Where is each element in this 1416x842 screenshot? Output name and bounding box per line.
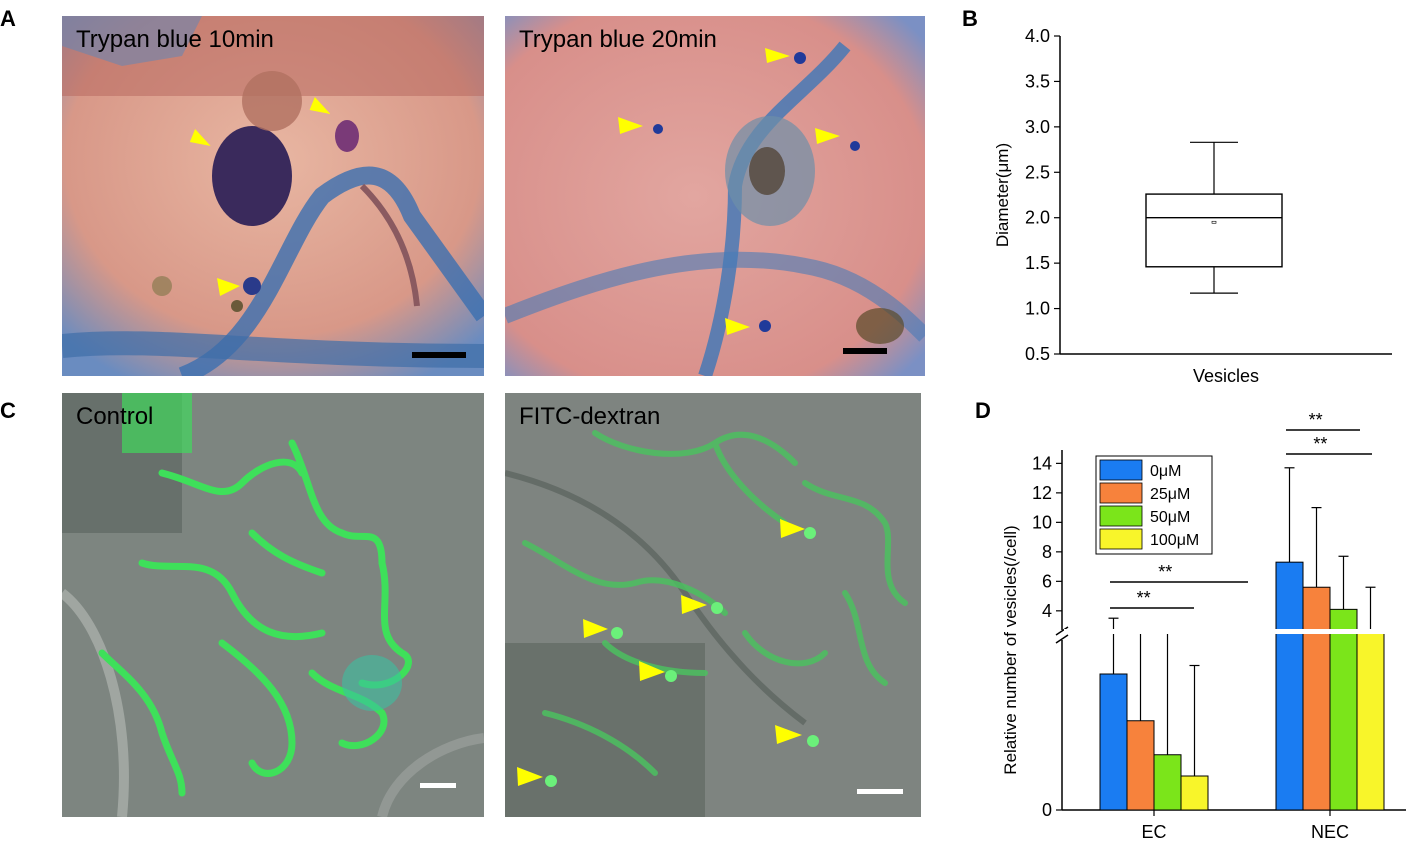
y-tick-label: 8 xyxy=(1042,542,1052,562)
vesicle-dot xyxy=(711,602,723,614)
y-tick-label: 10 xyxy=(1032,512,1052,532)
y-tick-label: 3.0 xyxy=(1025,117,1050,137)
scale-bar xyxy=(843,348,887,354)
bar xyxy=(1126,720,1155,811)
arrowhead-icon xyxy=(765,48,790,63)
scale-bar xyxy=(857,789,903,794)
caption-control: Control xyxy=(76,403,154,430)
vesicle-dot xyxy=(611,627,623,639)
box xyxy=(1145,193,1283,268)
legend-swatch xyxy=(1099,482,1143,504)
legend-label: 50μM xyxy=(1150,509,1190,526)
arrowhead-icon xyxy=(517,767,543,786)
x-tick-label: NEC xyxy=(1311,822,1349,842)
significance-label: ** xyxy=(1137,588,1151,608)
micrograph-image xyxy=(62,16,484,376)
panel-label-c: C xyxy=(0,398,16,423)
arrow-icon xyxy=(189,128,211,146)
axis-break-band xyxy=(1064,629,1408,634)
arrowhead-icon xyxy=(618,117,643,134)
micrograph-trypan-20min: Trypan blue 20min xyxy=(505,16,925,376)
caption-fitc-dextran: FITC-dextran xyxy=(519,403,661,430)
legend-swatch xyxy=(1099,528,1143,550)
legend-label: 100μM xyxy=(1150,532,1199,549)
y-tick-label: 4 xyxy=(1042,601,1052,621)
vesicle-dot xyxy=(545,775,557,787)
y-axis-label: Diameter(μm) xyxy=(993,143,1012,247)
arrowhead-icon xyxy=(775,725,802,744)
x-tick-label: EC xyxy=(1141,822,1166,842)
micrograph-image xyxy=(62,393,484,817)
arrow-icon xyxy=(309,96,331,114)
micrograph-control: Control xyxy=(62,393,484,817)
legend-label: 0μM xyxy=(1150,463,1181,480)
arrowhead-icon xyxy=(780,519,805,538)
y-tick-label: 1.5 xyxy=(1025,253,1050,273)
y-tick-label: 2.5 xyxy=(1025,162,1050,182)
caption-trypan-20min: Trypan blue 20min xyxy=(519,26,717,53)
vesicle-dot xyxy=(807,735,819,747)
axis-break-mark xyxy=(1055,626,1069,636)
significance-label: ** xyxy=(1309,410,1323,430)
bar xyxy=(1275,561,1304,811)
vesicle-dot xyxy=(804,527,816,539)
bar xyxy=(1099,673,1128,811)
bar xyxy=(1329,608,1358,811)
legend-swatch xyxy=(1099,505,1143,527)
bar xyxy=(1153,754,1182,811)
arrowhead-icon xyxy=(217,278,240,296)
bar xyxy=(1356,629,1385,811)
y-tick-label: 4.0 xyxy=(1025,26,1050,46)
arrowhead-icon xyxy=(583,619,608,638)
y-tick-label: 2.0 xyxy=(1025,208,1050,228)
mean-marker xyxy=(1211,220,1217,224)
scale-bar xyxy=(420,783,456,788)
legend-label: 25μM xyxy=(1150,486,1190,503)
y-tick-label: 3.5 xyxy=(1025,71,1050,91)
y-tick-label: 0.5 xyxy=(1025,344,1050,364)
axis-break-mark xyxy=(1055,634,1069,644)
micrograph-image xyxy=(505,16,925,376)
y-tick-label: 1.0 xyxy=(1025,299,1050,319)
micrograph-trypan-10min: Trypan blue 10min xyxy=(62,16,484,376)
y-tick-label: 14 xyxy=(1032,453,1052,473)
y-tick-label: 12 xyxy=(1032,483,1052,503)
arrowhead-icon xyxy=(681,595,707,614)
vesicle-dot xyxy=(665,670,677,682)
y-axis-label: Relative number of vesicles(/cell) xyxy=(1001,525,1020,774)
significance-label: ** xyxy=(1313,434,1327,454)
panel-label-b: B xyxy=(962,6,978,31)
x-tick-label: Vesicles xyxy=(1193,366,1259,386)
panel-label-d: D xyxy=(975,398,991,423)
arrowhead-icon xyxy=(815,128,840,144)
scale-bar xyxy=(412,352,466,358)
panel-label-a: A xyxy=(0,6,16,31)
box-plot-chart: 0.5 1.0 1.5 2.0 2.5 3.0 3.5 4.0 Diameter(μm) Vesi… xyxy=(993,26,1392,386)
bar-chart: 0 4 6 8 10 12 14 Relative number of vesicles(/c… xyxy=(1001,410,1408,842)
caption-trypan-10min: Trypan blue 10min xyxy=(76,26,274,53)
significance-label: ** xyxy=(1158,562,1172,582)
y-tick-label: 0 xyxy=(1042,800,1052,820)
arrowhead-icon xyxy=(639,661,665,681)
bar xyxy=(1302,586,1331,811)
micrograph-fitc-dextran: FITC-dextran xyxy=(505,393,921,817)
y-tick-label: 6 xyxy=(1042,571,1052,591)
legend-swatch xyxy=(1099,459,1143,481)
micrograph-image xyxy=(505,393,921,817)
bar xyxy=(1180,775,1209,811)
arrowhead-icon xyxy=(725,318,750,335)
